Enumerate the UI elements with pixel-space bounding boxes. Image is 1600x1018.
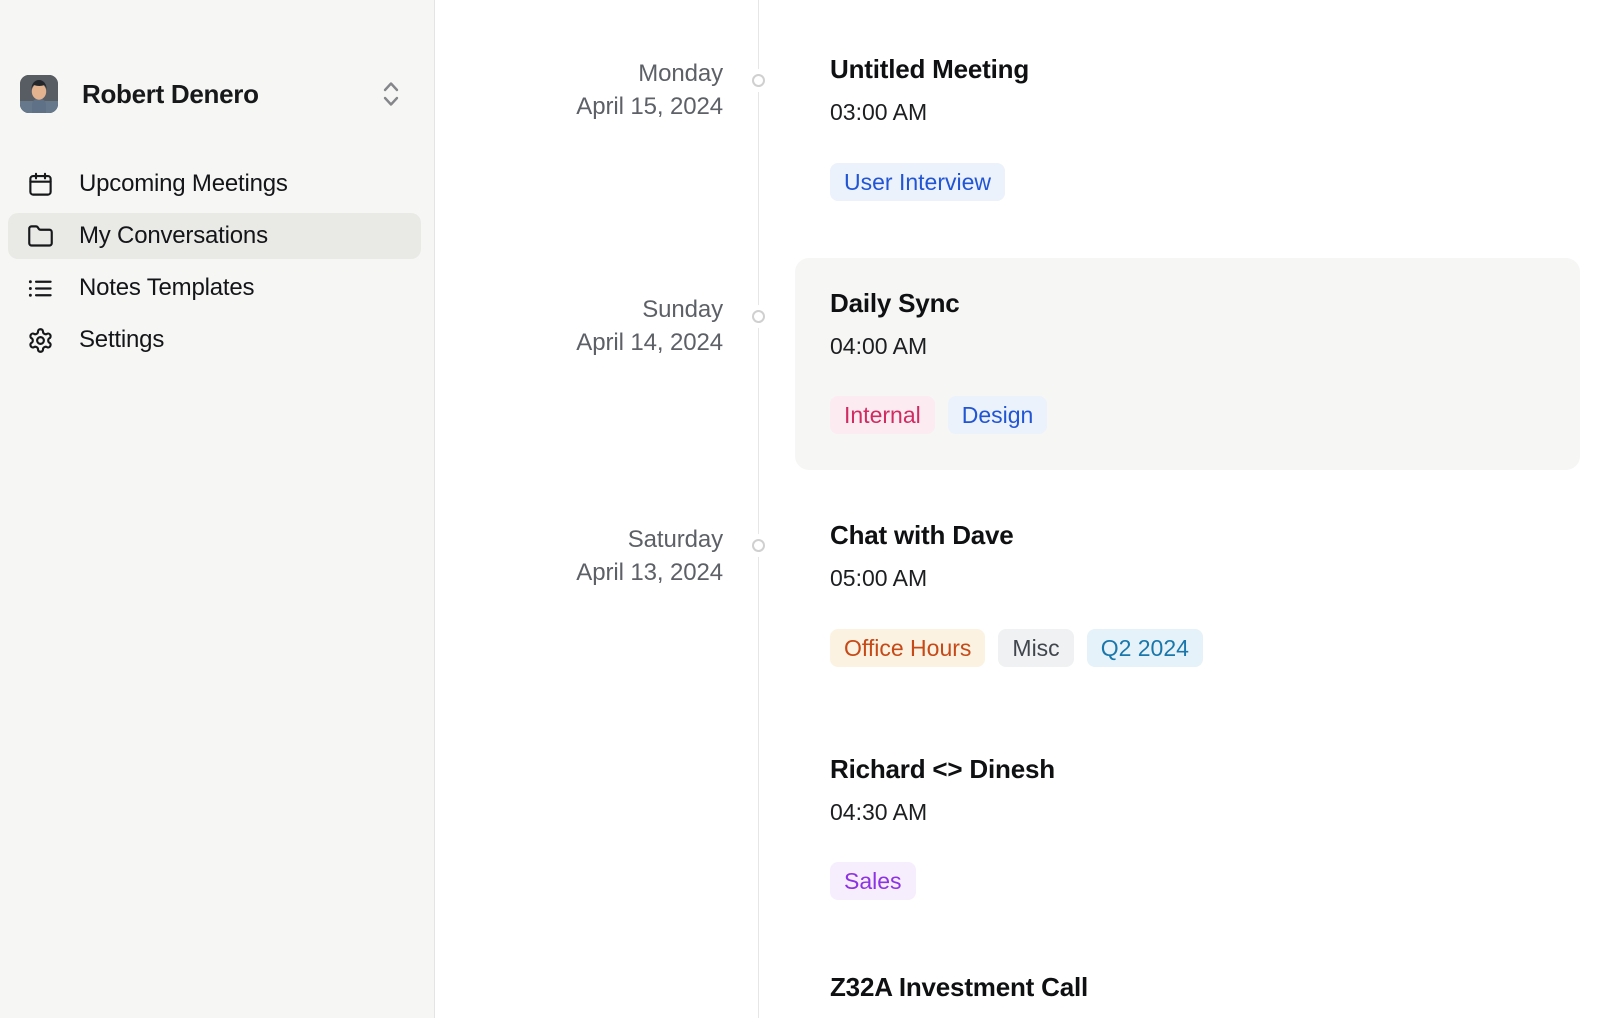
avatar xyxy=(20,75,58,113)
folder-icon xyxy=(27,223,54,250)
sidebar-item-upcoming-meetings[interactable]: Upcoming Meetings xyxy=(8,161,421,207)
user-name: Robert Denero xyxy=(82,78,259,109)
sidebar-item-label: Notes Templates xyxy=(79,274,255,301)
tag-misc[interactable]: Misc xyxy=(998,629,1074,667)
meeting-title: Daily Sync xyxy=(830,288,960,318)
meeting-time: 04:30 AM xyxy=(830,799,928,825)
tag-internal[interactable]: Internal xyxy=(830,396,935,434)
date-label: Monday April 15, 2024 xyxy=(435,57,723,123)
date-label-day: Monday xyxy=(638,60,723,87)
sidebar-item-settings[interactable]: Settings xyxy=(8,317,421,363)
date-label-day: Saturday xyxy=(627,526,723,553)
list-icon xyxy=(27,275,54,302)
sidebar-item-label: My Conversations xyxy=(79,222,268,249)
meeting-card-highlighted[interactable]: Daily Sync 04:00 AM Internal Design xyxy=(795,258,1580,470)
sidebar-nav: Upcoming Meetings My Conversations Notes… xyxy=(8,161,421,369)
meeting-title: Untitled Meeting xyxy=(830,54,1030,84)
meeting-time: 05:00 AM xyxy=(830,565,928,591)
date-label-date: April 13, 2024 xyxy=(576,559,723,586)
tag-user-interview[interactable]: User Interview xyxy=(830,163,1005,201)
tag-office-hours[interactable]: Office Hours xyxy=(830,629,986,667)
sidebar-item-my-conversations[interactable]: My Conversations xyxy=(8,213,421,259)
meeting-time: 03:00 AM xyxy=(830,99,928,125)
timeline-dot xyxy=(752,539,765,552)
tag-design[interactable]: Design xyxy=(947,396,1048,434)
meeting-card[interactable]: Z32A Investment Call xyxy=(830,970,1088,1004)
date-label: Sunday April 14, 2024 xyxy=(435,293,723,359)
meeting-tags: Office Hours Misc Q2 2024 xyxy=(830,629,1203,667)
meeting-tags: User Interview xyxy=(830,163,1029,201)
chevron-updown-icon xyxy=(380,79,402,109)
meeting-card[interactable]: Richard <> Dinesh 04:30 AM Sales xyxy=(830,752,1055,900)
sidebar-item-label: Upcoming Meetings xyxy=(79,170,288,197)
date-label: Saturday April 13, 2024 xyxy=(435,523,723,589)
meeting-tags: Sales xyxy=(830,862,1055,900)
gear-icon xyxy=(27,327,54,354)
meeting-card[interactable]: Chat with Dave 05:00 AM Office Hours Mis… xyxy=(830,518,1203,667)
date-label-date: April 14, 2024 xyxy=(576,329,723,356)
sidebar-item-notes-templates[interactable]: Notes Templates xyxy=(8,265,421,311)
timeline-dot xyxy=(752,310,765,323)
meeting-title: Chat with Dave xyxy=(830,520,1014,550)
sidebar: Robert Denero Upcoming Meetings xyxy=(0,0,435,1018)
account-switcher[interactable]: Robert Denero xyxy=(20,74,420,114)
tag-sales[interactable]: Sales xyxy=(830,862,916,900)
meeting-title: Richard <> Dinesh xyxy=(830,754,1055,784)
calendar-icon xyxy=(27,171,54,198)
meeting-time: 04:00 AM xyxy=(830,333,928,359)
meeting-title: Z32A Investment Call xyxy=(830,972,1089,1002)
timeline-line xyxy=(758,0,759,1018)
timeline-dot xyxy=(752,74,765,87)
meeting-tags: Internal Design xyxy=(830,396,1550,434)
date-label-day: Sunday xyxy=(642,296,723,323)
sidebar-item-label: Settings xyxy=(79,326,165,353)
tag-q2-2024[interactable]: Q2 2024 xyxy=(1086,629,1203,667)
date-label-date: April 15, 2024 xyxy=(576,93,723,120)
meeting-card[interactable]: Untitled Meeting 03:00 AM User Interview xyxy=(830,52,1029,201)
